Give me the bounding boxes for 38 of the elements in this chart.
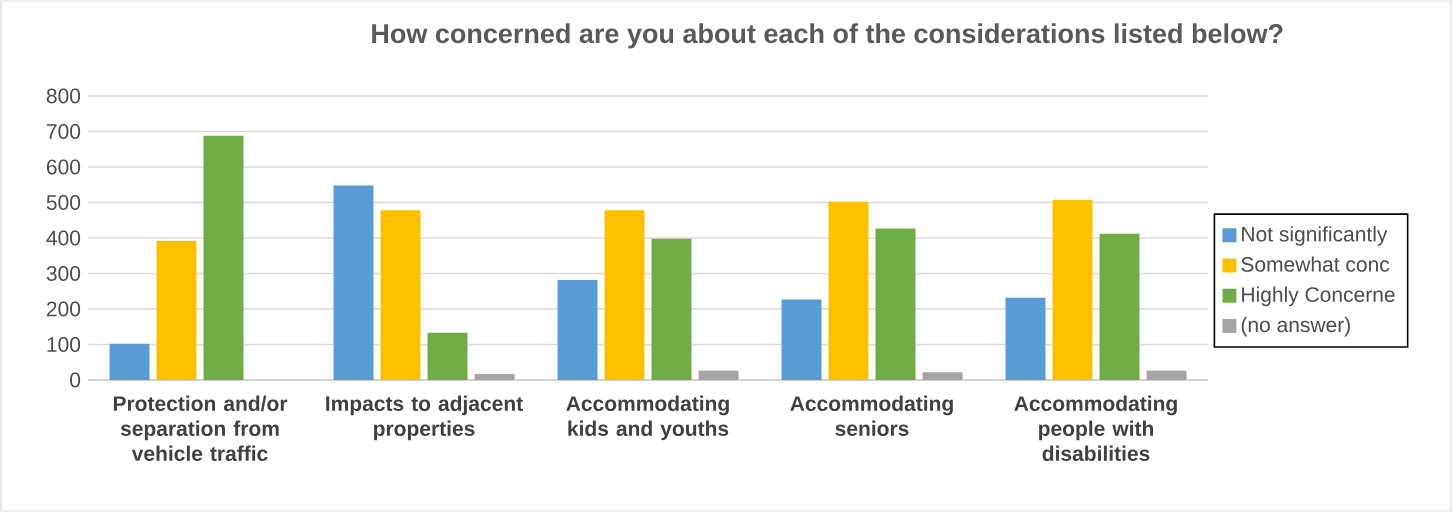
chart-title: How concerned are you about each of the considerations listed below? xyxy=(372,23,1283,49)
bar xyxy=(427,332,468,380)
y-tick-label: 300 xyxy=(46,266,81,281)
bar xyxy=(203,135,244,380)
bar xyxy=(474,373,515,380)
legend-label: Not significantly xyxy=(1242,226,1388,246)
legend-label: Somewhat conc xyxy=(1241,256,1390,272)
legend-label: Highly Concerne xyxy=(1242,286,1395,307)
legend-label: (no answer) xyxy=(1241,316,1350,337)
y-tick-label: 200 xyxy=(46,301,81,317)
bar xyxy=(651,238,692,380)
x-tick-label: Accommodating people with disabilities xyxy=(1014,395,1177,462)
bar xyxy=(109,343,150,380)
x-tick-label: Impacts to adjacent properties xyxy=(326,395,523,441)
bar xyxy=(828,201,869,380)
bar xyxy=(1005,297,1046,380)
y-tick-label: 100 xyxy=(47,337,81,352)
bar xyxy=(1146,370,1187,380)
y-tick-label: 500 xyxy=(46,195,81,210)
y-tick-label: 400 xyxy=(46,230,81,246)
y-tick-label: 0 xyxy=(70,372,81,388)
bar xyxy=(781,299,822,380)
y-tick-label: 800 xyxy=(46,88,81,104)
y-tick-label: 600 xyxy=(46,159,81,175)
bar xyxy=(875,228,916,380)
x-tick-label: Accommodating kids and youths xyxy=(566,395,729,441)
bar xyxy=(698,370,739,380)
bar xyxy=(333,185,374,380)
y-tick-label: 700 xyxy=(46,124,81,139)
bar xyxy=(1052,200,1093,380)
bar xyxy=(922,372,963,380)
bar xyxy=(380,210,421,380)
bar xyxy=(604,210,645,380)
bar xyxy=(156,240,197,380)
bar xyxy=(1099,233,1140,380)
x-tick-label: Protection and/or separation from vehicle traffic xyxy=(113,395,288,462)
bar xyxy=(557,279,598,380)
x-tick-label: Accommodating seniors xyxy=(790,395,953,437)
